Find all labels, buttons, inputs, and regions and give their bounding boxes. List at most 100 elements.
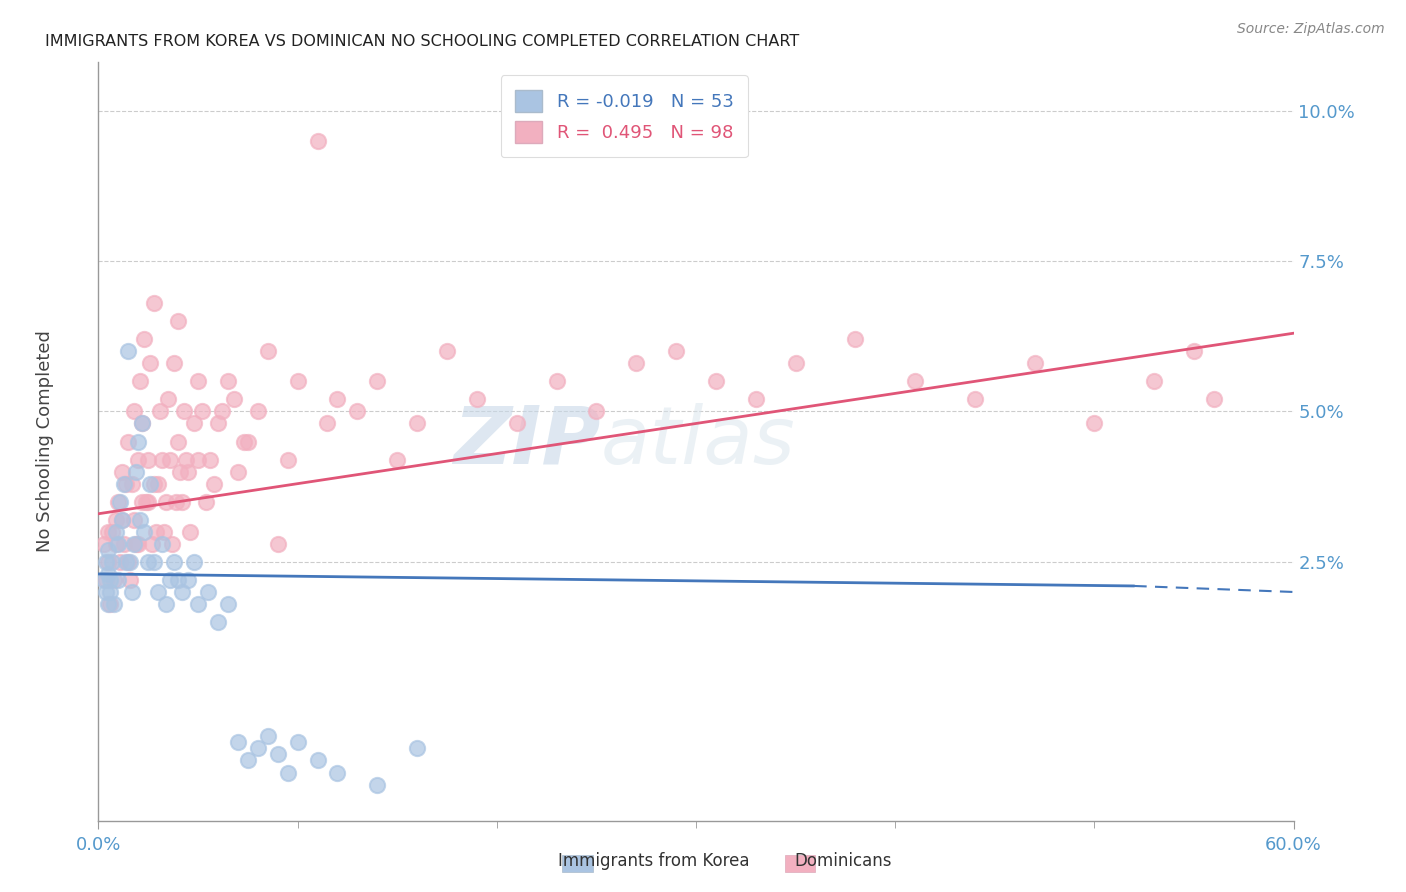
Point <box>256 344 278 359</box>
Point <box>120 573 142 587</box>
Point <box>585 404 607 418</box>
Point <box>124 513 146 527</box>
Point <box>105 513 128 527</box>
Point <box>97 542 120 557</box>
Point <box>326 392 349 407</box>
Point <box>143 555 166 569</box>
Point <box>665 344 688 359</box>
Point <box>155 597 177 611</box>
Point <box>135 494 157 508</box>
Point <box>187 597 209 611</box>
Point <box>195 494 218 508</box>
Point <box>222 392 245 407</box>
Point <box>96 585 118 599</box>
Point <box>326 765 349 780</box>
Point <box>1182 344 1205 359</box>
Point <box>125 465 148 479</box>
Point <box>101 524 124 539</box>
Point <box>117 434 139 449</box>
Point <box>115 555 138 569</box>
Point <box>236 754 259 768</box>
Point <box>107 494 129 508</box>
Point <box>98 597 122 611</box>
Point <box>124 537 146 551</box>
Point <box>226 735 249 749</box>
Point <box>191 404 214 418</box>
Point <box>97 555 120 569</box>
Point <box>277 452 299 467</box>
Point <box>963 392 986 407</box>
Point <box>110 555 132 569</box>
Point <box>183 555 205 569</box>
Point <box>93 573 115 587</box>
Point <box>93 537 115 551</box>
Point <box>167 573 190 587</box>
Point <box>236 434 259 449</box>
Point <box>143 476 166 491</box>
Point <box>226 465 249 479</box>
Text: atlas: atlas <box>600 402 796 481</box>
Point <box>207 417 229 431</box>
Point <box>187 375 209 389</box>
Point <box>129 375 152 389</box>
Point <box>127 452 149 467</box>
Point <box>121 585 143 599</box>
Point <box>96 555 118 569</box>
Point <box>246 404 269 418</box>
Point <box>163 356 186 370</box>
Point <box>287 735 309 749</box>
Point <box>127 537 149 551</box>
Legend: R = -0.019   N = 53, R =  0.495   N = 98: R = -0.019 N = 53, R = 0.495 N = 98 <box>501 75 748 157</box>
Point <box>155 494 177 508</box>
Point <box>136 494 159 508</box>
Point <box>131 417 153 431</box>
Point <box>267 537 290 551</box>
Point <box>169 465 191 479</box>
Point <box>406 741 429 756</box>
Point <box>173 404 195 418</box>
Point <box>129 513 152 527</box>
Point <box>307 754 329 768</box>
Point <box>111 465 134 479</box>
Point <box>287 375 309 389</box>
Point <box>105 537 128 551</box>
Text: Dominicans: Dominicans <box>794 852 893 870</box>
Point <box>465 392 488 407</box>
Point <box>207 615 229 629</box>
Point <box>187 452 209 467</box>
Point <box>626 356 648 370</box>
Point <box>267 747 290 762</box>
Point <box>96 573 118 587</box>
Point <box>150 452 173 467</box>
Point <box>131 494 153 508</box>
Point <box>136 452 159 467</box>
Point <box>167 314 190 328</box>
Point <box>745 392 768 407</box>
Point <box>165 494 187 508</box>
Point <box>97 597 120 611</box>
Point <box>246 741 269 756</box>
Point <box>183 417 205 431</box>
Point <box>110 494 132 508</box>
Point <box>163 555 186 569</box>
Point <box>107 537 129 551</box>
Text: ZIP: ZIP <box>453 402 600 481</box>
Point <box>97 524 120 539</box>
Point <box>115 476 138 491</box>
Point <box>346 404 368 418</box>
Point <box>385 452 409 467</box>
Point <box>232 434 254 449</box>
Point <box>107 573 129 587</box>
Text: No Schooling Completed: No Schooling Completed <box>35 331 53 552</box>
Point <box>117 344 139 359</box>
Point <box>153 524 176 539</box>
Point <box>101 555 124 569</box>
Point <box>506 417 529 431</box>
Point <box>141 537 163 551</box>
Point <box>198 452 221 467</box>
Point <box>202 476 225 491</box>
Point <box>159 573 181 587</box>
Point <box>277 765 299 780</box>
Point <box>120 555 142 569</box>
Point <box>149 404 172 418</box>
